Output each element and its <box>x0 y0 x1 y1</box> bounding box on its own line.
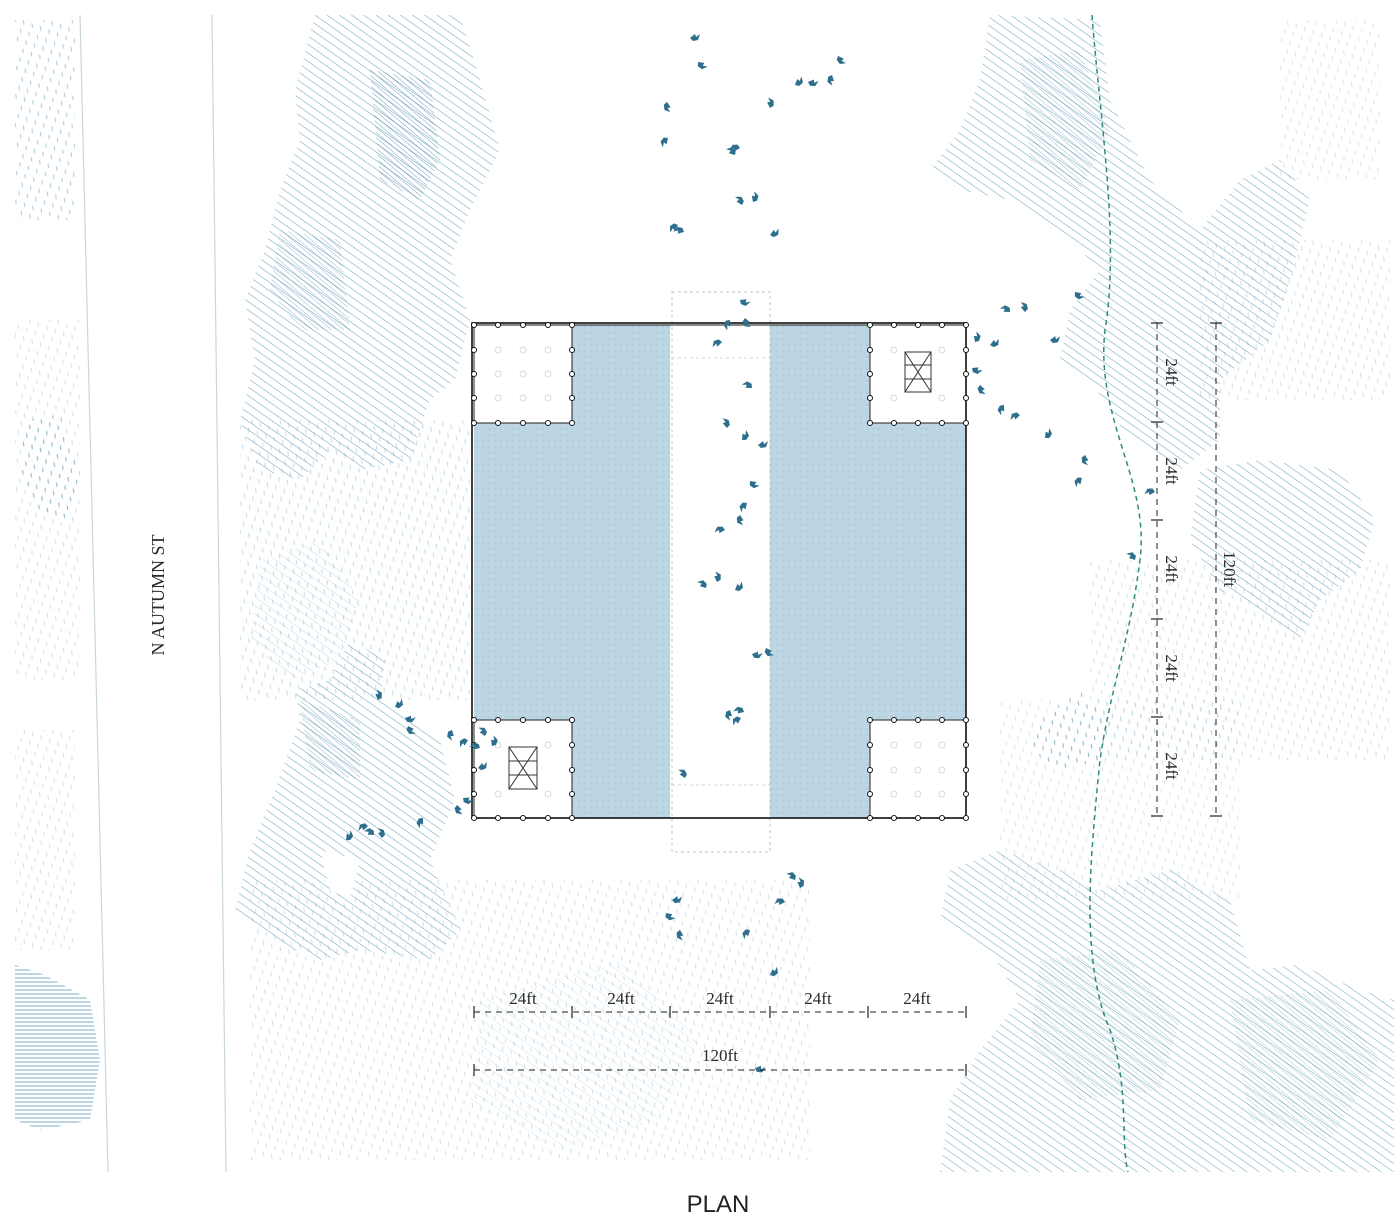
bird-mark <box>766 97 776 109</box>
bird-mark <box>1080 454 1089 466</box>
bird-mark <box>1144 487 1156 496</box>
h-total-label: 120ft <box>702 1046 738 1065</box>
v-dim-label-5: 24ft <box>1162 752 1181 780</box>
bird-mark <box>971 331 983 344</box>
stair-symbol-ne <box>904 351 932 393</box>
column-markers <box>471 322 969 821</box>
vertical-dimension: 24ft 24ft 24ft 24ft 24ft <box>1151 322 1181 817</box>
h-dim-label-2: 24ft <box>607 989 635 1008</box>
bird-mark <box>970 364 983 376</box>
bird-mark <box>999 303 1012 316</box>
v-dim-label-3: 24ft <box>1162 555 1181 583</box>
bird-mark <box>792 76 806 88</box>
bird-mark <box>749 191 761 204</box>
bird-mark <box>738 296 751 308</box>
bird-mark <box>807 78 819 88</box>
bird-mark <box>995 403 1008 416</box>
dashed-trail <box>1089 14 1142 1173</box>
h-dim-label-1: 24ft <box>509 989 537 1008</box>
bird-mark <box>1020 301 1028 313</box>
h-dim-label-4: 24ft <box>804 989 832 1008</box>
bird-mark <box>393 698 406 710</box>
bird-mark <box>457 737 470 748</box>
stair-symbol-sw <box>508 746 538 790</box>
bird-mark <box>1009 412 1021 421</box>
core-se <box>869 719 967 819</box>
bird-mark <box>1042 428 1055 441</box>
bird-mark <box>454 804 463 816</box>
central-corridor <box>670 325 770 818</box>
interior-grid-dots <box>494 346 946 798</box>
v-total-label: 120ft <box>1220 551 1239 587</box>
vegetation <box>15 15 1394 1172</box>
v-dim-label-2: 24ft <box>1162 457 1181 485</box>
bird-mark <box>989 338 1001 348</box>
v-dim-label-4: 24ft <box>1162 654 1181 682</box>
horizontal-dimension: 24ft 24ft 24ft 24ft 24ft <box>473 989 967 1018</box>
plan-caption: PLAN <box>687 1191 750 1218</box>
bird-mark <box>658 135 671 148</box>
building-outline <box>471 322 967 819</box>
building-plan <box>471 291 969 853</box>
horizontal-total-dimension: 120ft <box>473 1046 967 1076</box>
street-label: N AUTUMN ST <box>148 534 168 655</box>
bird-mark <box>1072 475 1085 488</box>
bird-mark <box>1049 336 1061 344</box>
street-edges <box>79 14 227 1173</box>
vertical-total-dimension: 120ft <box>1210 322 1239 817</box>
bird-mark <box>768 228 781 238</box>
bird-mark <box>695 59 708 72</box>
bird-mark <box>690 34 700 41</box>
bird-mark <box>445 728 456 741</box>
core-nw <box>473 324 573 424</box>
bird-mark <box>663 101 671 113</box>
bird-mark <box>835 54 847 67</box>
bird-mark <box>734 194 745 207</box>
h-dim-label-5: 24ft <box>903 989 931 1008</box>
core-ne <box>869 324 967 424</box>
core-sw <box>473 719 573 819</box>
bird-mark <box>825 73 836 86</box>
bird-mark <box>977 384 986 396</box>
h-dim-label-3: 24ft <box>706 989 734 1008</box>
v-dim-label-1: 24ft <box>1162 358 1181 386</box>
